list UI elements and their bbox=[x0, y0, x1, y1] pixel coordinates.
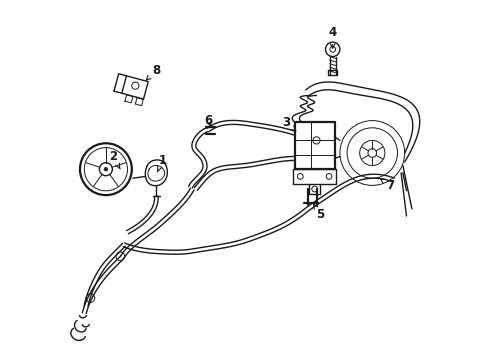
Text: 4: 4 bbox=[328, 26, 336, 48]
Text: 6: 6 bbox=[204, 114, 212, 127]
Text: 8: 8 bbox=[146, 64, 160, 80]
Text: 2: 2 bbox=[109, 150, 120, 168]
Text: 7: 7 bbox=[380, 179, 393, 192]
Circle shape bbox=[104, 167, 107, 171]
Text: 3: 3 bbox=[281, 116, 295, 131]
Text: 1: 1 bbox=[157, 154, 166, 172]
Text: 5: 5 bbox=[313, 204, 324, 221]
